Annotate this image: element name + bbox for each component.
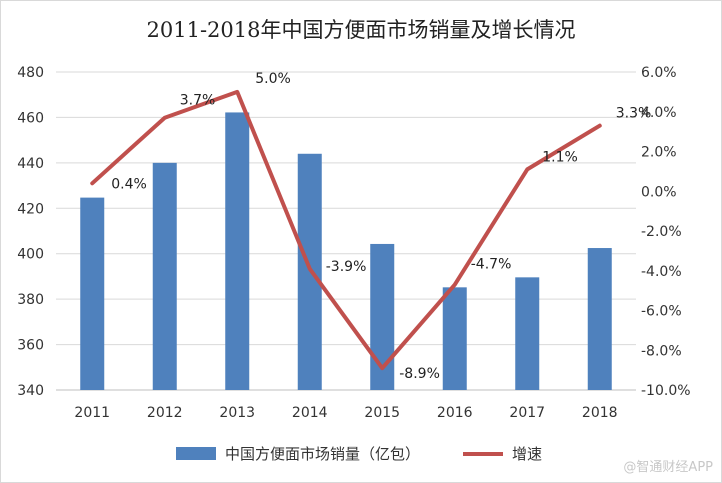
y-left-tick-label: 340 [17, 383, 44, 399]
gridlines [56, 71, 636, 391]
y-left-tick-label: 460 [17, 110, 44, 126]
line-series [90, 89, 602, 371]
x-tick-label: 2013 [219, 405, 255, 421]
y-right-tick-label: 4.0% [641, 105, 677, 121]
y-left-tick-label: 400 [17, 247, 44, 263]
data-labels: 0.4% 3.7% 5.0% -3.9% -8.9% -4.7% 1.1% 3.3% [111, 71, 651, 382]
line-data-label: -3.9% [326, 259, 367, 275]
y-left-tick-label: 380 [17, 292, 44, 308]
line-data-label: 3.3% [616, 106, 652, 122]
x-tick-label: 2016 [437, 405, 473, 421]
x-tick-label: 2017 [509, 405, 545, 421]
watermark: @智通财经APP [623, 460, 713, 475]
legend-line-label: 增速 [512, 445, 542, 463]
line-data-label: 1.1% [542, 149, 578, 165]
x-tick-label: 2015 [364, 405, 400, 421]
legend-bar-label: 中国方便面市场销量（亿包） [225, 445, 420, 463]
line-data-label: 0.4% [111, 176, 147, 192]
chart-title: 2011-2018年中国方便面市场销量及增长情况 [147, 18, 576, 42]
growth-line [90, 89, 602, 371]
y-right-tick-label: -10.0% [641, 383, 691, 399]
x-tick-label: 2018 [582, 405, 618, 421]
bar [80, 197, 105, 390]
y-right-tick-label: 6.0% [641, 65, 677, 81]
x-tick-label: 2012 [147, 405, 183, 421]
line-data-label: 5.0% [255, 71, 291, 87]
bar [152, 162, 177, 390]
bar [587, 248, 612, 390]
y-right-tick-label: -4.0% [641, 264, 682, 280]
x-tick-label: 2011 [74, 405, 110, 421]
bar [225, 112, 250, 390]
bar [442, 287, 467, 390]
line-data-label: -8.9% [399, 366, 440, 382]
line-data-label: -4.7% [471, 257, 512, 273]
y-left-tick-label: 420 [17, 201, 44, 217]
bar [515, 277, 540, 390]
y-right-tick-label: 0.0% [641, 184, 677, 200]
y-right-tick-label: -8.0% [641, 343, 682, 359]
y-left-tick-label: 360 [17, 338, 44, 354]
line-data-label: 3.7% [180, 93, 216, 109]
y-right-tick-label: 2.0% [641, 145, 677, 161]
y-right-tick-label: -2.0% [641, 224, 682, 240]
x-tick-label: 2014 [292, 405, 328, 421]
axes: 340 360 380 400 420 440 460 480 -10.0% -8.0% -6.0%… [17, 65, 690, 421]
legend-bar-swatch [176, 447, 216, 460]
bar-series [80, 112, 612, 390]
legend: 中国方便面市场销量（亿包） 增速 [176, 445, 542, 463]
y-left-tick-label: 480 [17, 65, 44, 81]
y-right-tick-label: -6.0% [641, 304, 682, 320]
y-left-tick-label: 440 [17, 156, 44, 172]
